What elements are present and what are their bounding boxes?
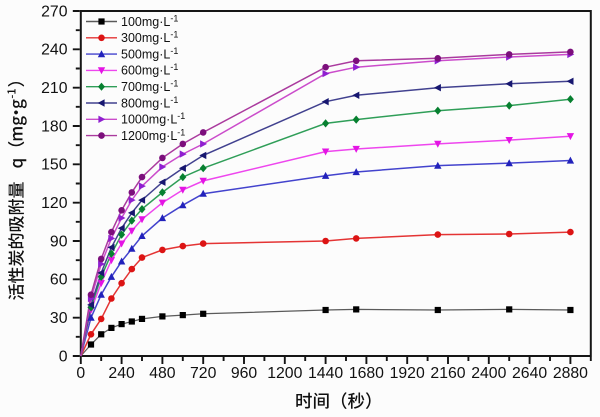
svg-text:210: 210	[41, 80, 68, 97]
svg-text:90: 90	[50, 233, 68, 250]
svg-text:2880: 2880	[553, 365, 588, 382]
svg-text:480: 480	[149, 365, 176, 382]
svg-text:720: 720	[190, 365, 217, 382]
svg-text:1680: 1680	[349, 365, 384, 382]
svg-text:240: 240	[108, 365, 135, 382]
svg-text:1200mg·L-1: 1200mg·L-1	[121, 127, 185, 143]
svg-text:150: 150	[41, 157, 68, 174]
svg-text:100mg·L-1: 100mg·L-1	[121, 13, 178, 29]
svg-text:60: 60	[50, 272, 68, 289]
svg-text:600mg·L-1: 600mg·L-1	[121, 62, 178, 78]
svg-text:2640: 2640	[512, 365, 547, 382]
svg-text:500mg·L-1: 500mg·L-1	[121, 46, 178, 62]
svg-text:300mg·L-1: 300mg·L-1	[121, 30, 178, 46]
svg-text:1920: 1920	[390, 365, 425, 382]
svg-text:2160: 2160	[430, 365, 465, 382]
svg-text:0: 0	[59, 348, 68, 365]
svg-text:1440: 1440	[308, 365, 343, 382]
svg-text:1000mg·L-1: 1000mg·L-1	[121, 111, 185, 127]
svg-text:800mg·L-1: 800mg·L-1	[121, 95, 178, 111]
svg-text:240: 240	[41, 42, 68, 59]
svg-text:180: 180	[41, 118, 68, 135]
svg-text:120: 120	[41, 195, 68, 212]
svg-text:700mg·L-1: 700mg·L-1	[121, 79, 178, 95]
svg-text:270: 270	[41, 3, 68, 20]
svg-text:2400: 2400	[471, 365, 506, 382]
svg-text:1200: 1200	[267, 365, 302, 382]
svg-text:0: 0	[76, 365, 85, 382]
svg-text:30: 30	[50, 310, 68, 327]
svg-text:960: 960	[231, 365, 258, 382]
